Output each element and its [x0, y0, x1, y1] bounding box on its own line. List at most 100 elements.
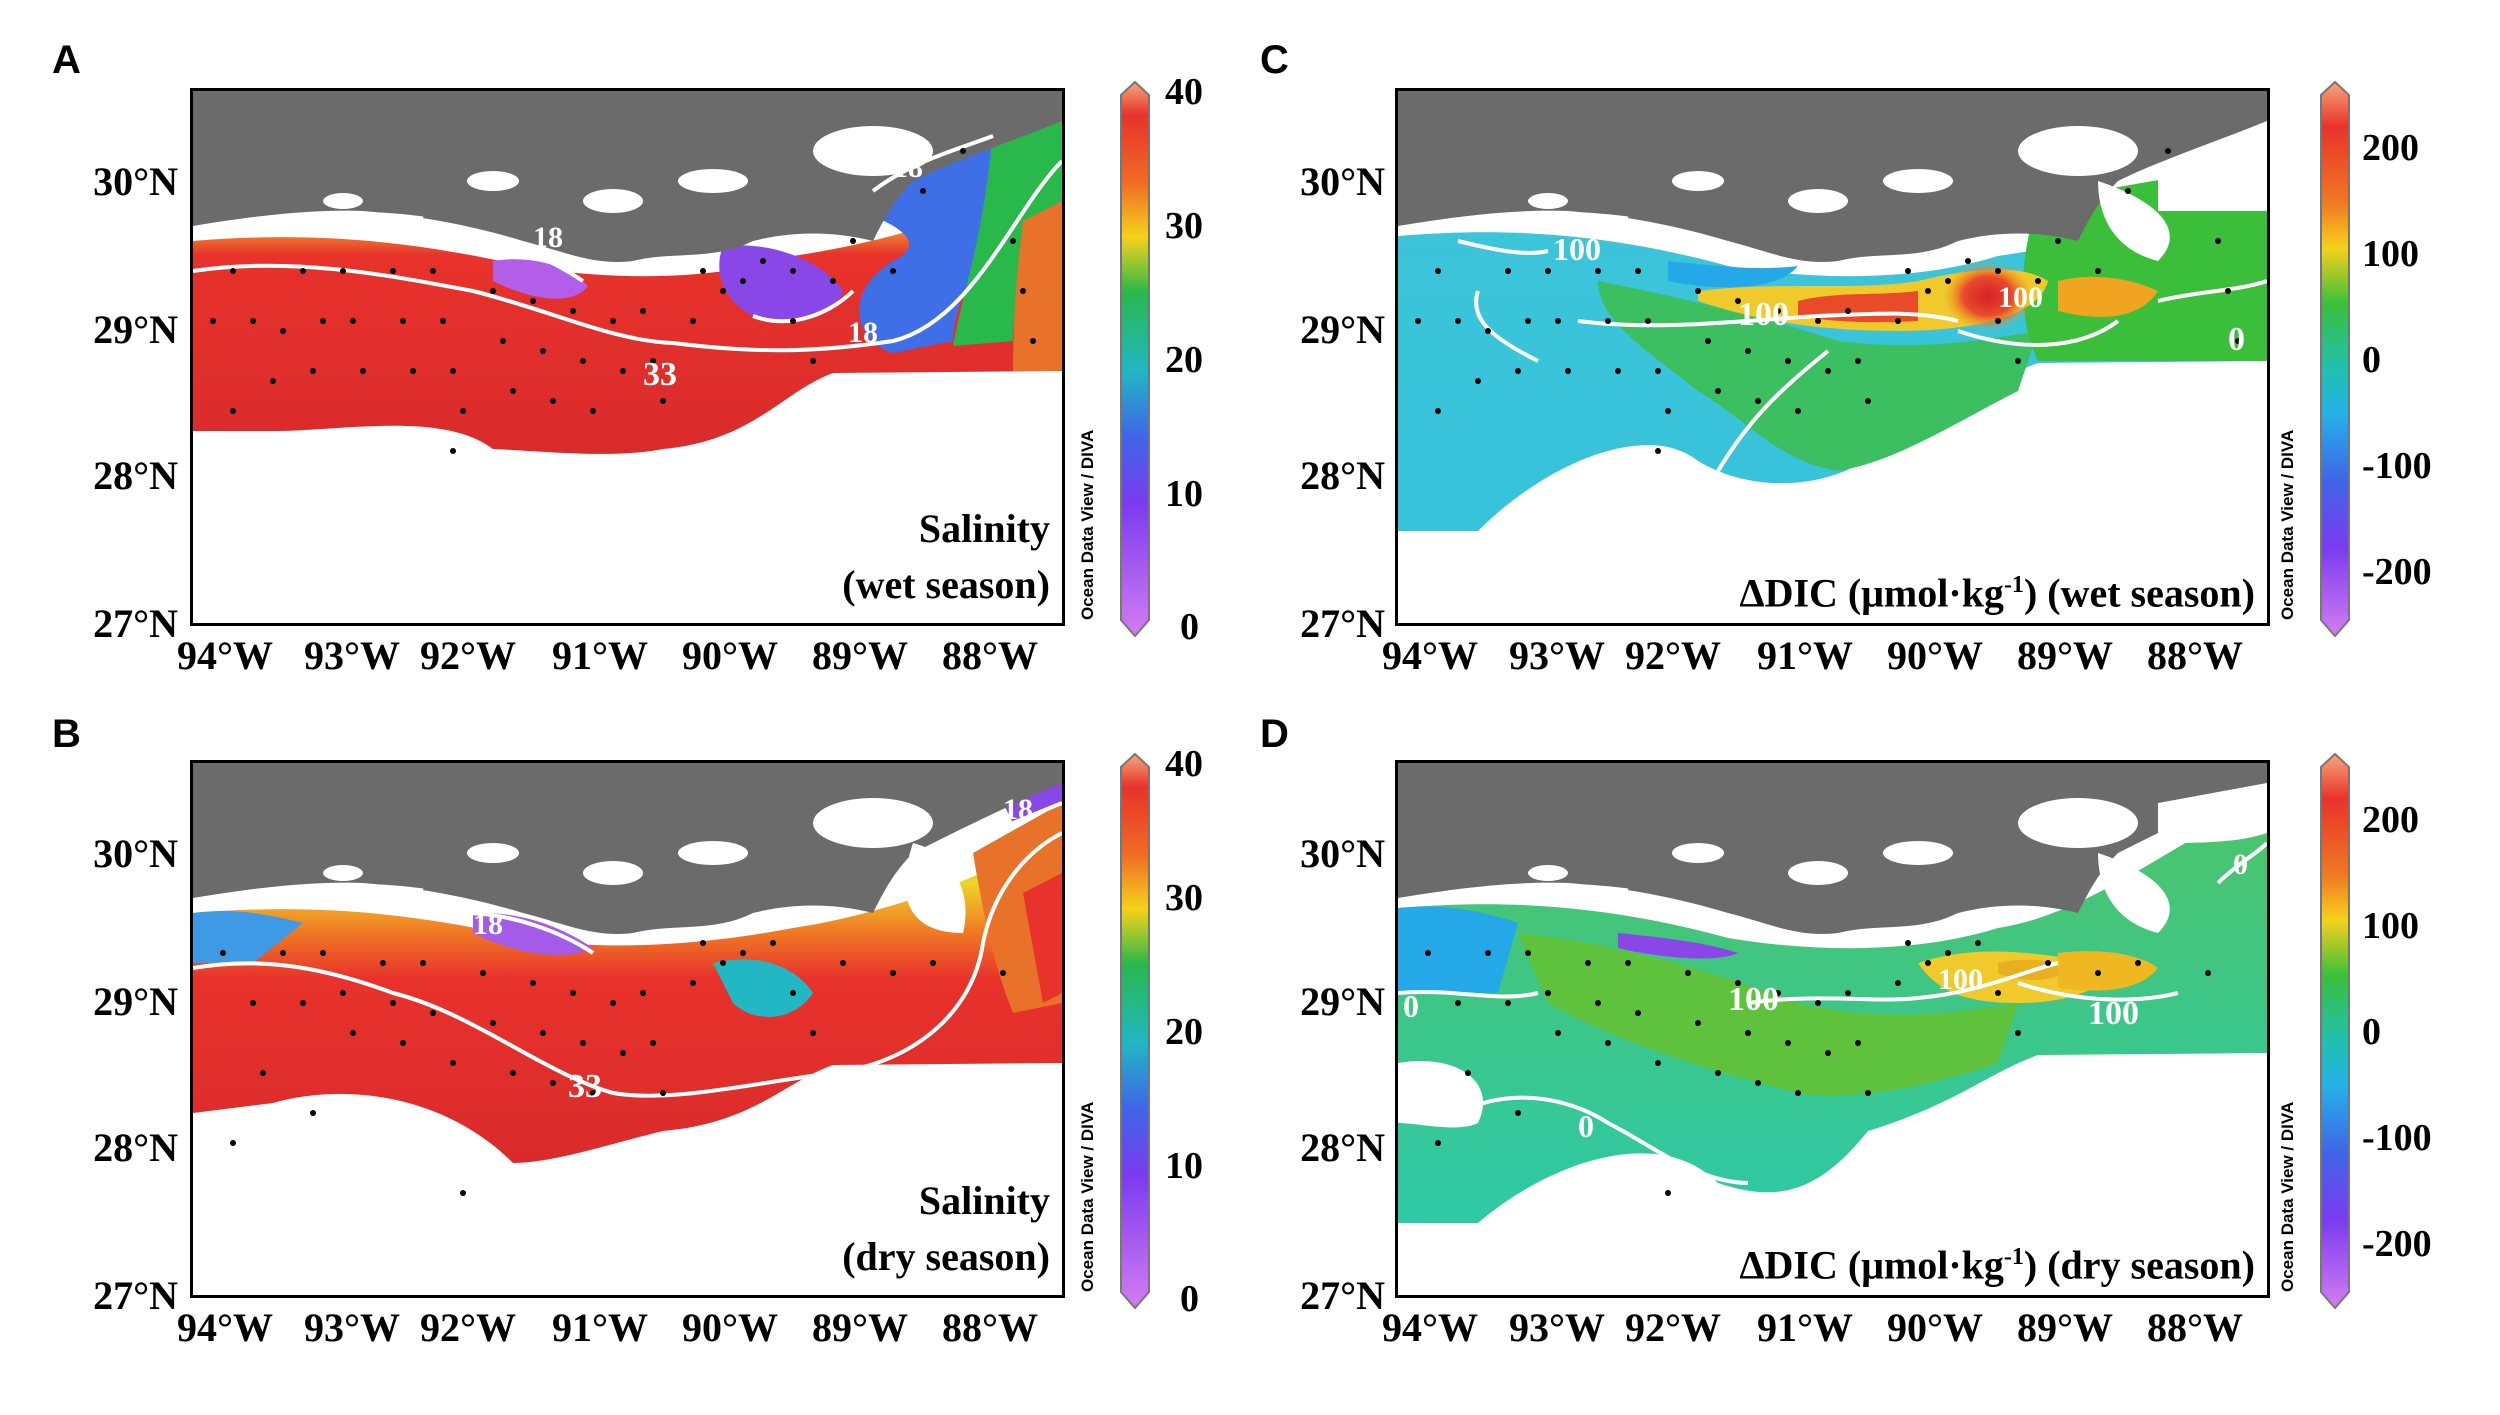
- lon-label: 92°W: [1625, 633, 1721, 678]
- contour-label: 18: [848, 316, 878, 349]
- contour-label: 18: [533, 221, 563, 254]
- lon-label: 92°W: [420, 633, 516, 678]
- lon-label: 89°W: [2017, 1305, 2113, 1350]
- contour-label: 33: [643, 356, 677, 393]
- map-area: 100 100 100 0 0 0 ΔDIC (μmol·kg-1) (dry …: [1395, 760, 2270, 1298]
- map-title: Salinity (dry season): [842, 1173, 1050, 1285]
- contour-0: [1957, 319, 2120, 347]
- colorbar-credit: Ocean Data View / DIVA: [2278, 1101, 2297, 1292]
- lon-label: 93°W: [304, 1305, 400, 1350]
- lon-label: 94°W: [1382, 633, 1478, 678]
- lon-label: 91°W: [552, 1305, 648, 1350]
- lon-label: 89°W: [812, 633, 908, 678]
- lon-label: 91°W: [552, 633, 648, 678]
- contour-label: 100: [1728, 981, 1779, 1018]
- lat-label: 29°N: [1300, 979, 1385, 1024]
- colorbar-tick: 100: [2362, 905, 2419, 947]
- map-area: 100 100 0 0 100 ΔDIC (μmol·kg-1) (wet se…: [1395, 88, 2270, 626]
- salinity-field: [193, 833, 1062, 1163]
- contour-33: [193, 831, 1062, 1098]
- colorbar: [1120, 752, 1150, 1310]
- lon-label: 91°W: [1757, 1305, 1853, 1350]
- lat-label: 29°N: [93, 979, 178, 1024]
- map-title-line1: ΔDIC (μmol·kg: [1739, 570, 2004, 616]
- colorbar-tick: 200: [2362, 127, 2419, 169]
- colorbar-credit: Ocean Data View / DIVA: [2278, 429, 2297, 620]
- contour-label: 33: [568, 1068, 602, 1105]
- lon-label: 93°W: [1509, 633, 1605, 678]
- panel-letter: B: [52, 712, 81, 756]
- contour-label: 0: [2228, 321, 2245, 358]
- contour-18: [462, 911, 595, 955]
- lat-label: 27°N: [93, 601, 178, 646]
- contour-label: 0: [1578, 1108, 1594, 1144]
- contour-33: [193, 159, 1062, 353]
- colorbar-tick: 10: [1165, 1145, 1203, 1187]
- contour-label: 0: [2233, 848, 2248, 881]
- lon-label: 92°W: [1625, 1305, 1721, 1350]
- contour-18: [462, 239, 585, 283]
- low-salinity-plume: [719, 245, 843, 323]
- map-title-line1: Salinity: [918, 1178, 1050, 1223]
- map-area: 33 18 18 18 Salinity (wet season): [190, 88, 1065, 626]
- contour-label: 18: [473, 908, 503, 941]
- lon-label: 94°W: [1382, 1305, 1478, 1350]
- contour-100: [1457, 239, 1549, 255]
- lon-label: 92°W: [420, 1305, 516, 1350]
- lat-label: 30°N: [1300, 159, 1385, 204]
- map-title-sup: -1: [2003, 1244, 2024, 1270]
- colorbar-credit: Ocean Data View / DIVA: [1078, 1101, 1097, 1292]
- map-area: 33 18 18 Salinity (dry season): [190, 760, 1065, 1298]
- lon-label: 89°W: [2017, 633, 2113, 678]
- lon-label: 90°W: [1887, 633, 1983, 678]
- plume-west: [493, 259, 588, 299]
- colorbar: [1120, 80, 1150, 638]
- panel-letter: C: [1260, 38, 1289, 82]
- lon-label: 93°W: [304, 633, 400, 678]
- lat-label: 30°N: [1300, 831, 1385, 876]
- map-title: ΔDIC (μmol·kg-1) (wet season): [1740, 557, 2256, 621]
- colorbar-tick: -100: [2362, 1117, 2432, 1159]
- contour-label: 100: [2088, 995, 2139, 1032]
- colorbar-tick: 30: [1165, 205, 1203, 247]
- colorbar-tick: 20: [1165, 1011, 1203, 1053]
- colorbar-credit: Ocean Data View / DIVA: [1078, 429, 1097, 620]
- map-title-sup: -1: [2003, 572, 2024, 598]
- lon-label: 89°W: [812, 1305, 908, 1350]
- colorbar-tick: 40: [1165, 743, 1203, 785]
- colorbar-tick: 10: [1165, 473, 1203, 515]
- lon-label: 88°W: [2147, 1305, 2243, 1350]
- lat-label: 27°N: [1300, 601, 1385, 646]
- map-title: Salinity (wet season): [842, 501, 1050, 613]
- contour-label: 18: [1003, 793, 1033, 826]
- map-title: ΔDIC (μmol·kg-1) (dry season): [1739, 1229, 2255, 1293]
- panel-letter: A: [52, 38, 81, 82]
- map-title-line1: Salinity: [918, 506, 1050, 551]
- contour-label: 100: [1553, 231, 1601, 267]
- colorbar-tick: 30: [1165, 877, 1203, 919]
- map-title-line2: (dry season): [842, 1234, 1050, 1279]
- colorbar-tick: 0: [2362, 1011, 2381, 1053]
- colorbar-tick: -200: [2362, 1223, 2432, 1265]
- colorbar-tick: 0: [1180, 1278, 1199, 1320]
- contour-label: 18: [893, 151, 923, 184]
- map-title-line1-end: ) (dry season): [2023, 1242, 2255, 1288]
- colorbar-tick: -200: [2362, 551, 2432, 593]
- salinity-field: [193, 161, 1062, 454]
- colorbar: [2320, 752, 2350, 1310]
- colorbar-tick: 20: [1165, 339, 1203, 381]
- panel-letter: D: [1260, 712, 1289, 756]
- contour-label: 0: [1918, 461, 1935, 498]
- lat-label: 29°N: [1300, 307, 1385, 352]
- colorbar-tick: 100: [2362, 233, 2419, 275]
- contour-label: 100: [1938, 963, 1983, 996]
- lon-label: 93°W: [1509, 1305, 1605, 1350]
- lat-label: 27°N: [1300, 1273, 1385, 1318]
- lon-label: 88°W: [2147, 633, 2243, 678]
- colorbar-tick: -100: [2362, 445, 2432, 487]
- colorbar-tick: 0: [2362, 339, 2381, 381]
- lat-label: 28°N: [1300, 1125, 1385, 1170]
- plume-green: [953, 101, 1062, 346]
- lat-label: 29°N: [93, 307, 178, 352]
- lat-label: 28°N: [93, 1125, 178, 1170]
